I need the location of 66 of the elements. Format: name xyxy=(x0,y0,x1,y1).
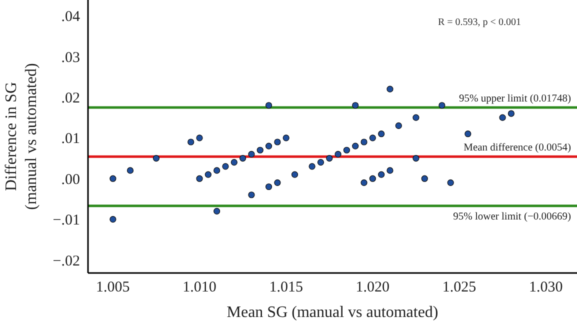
point xyxy=(222,163,229,170)
point xyxy=(447,179,454,186)
x-tick-label: 1.020 xyxy=(356,280,390,296)
point xyxy=(326,154,333,162)
point xyxy=(308,163,316,170)
y-axis-title: Difference in SG (manual vs automated) xyxy=(3,63,40,210)
y-tick-label: .03 xyxy=(61,50,80,66)
x-tick-label: 1.025 xyxy=(442,280,476,296)
point xyxy=(265,102,272,109)
x-tick-label: 1.010 xyxy=(182,280,216,296)
point xyxy=(248,192,255,198)
point xyxy=(360,179,368,186)
point xyxy=(508,110,514,117)
point xyxy=(152,154,160,162)
point xyxy=(317,159,324,166)
point xyxy=(343,146,350,154)
y-tick-label: .00 xyxy=(61,172,80,188)
point xyxy=(412,114,420,121)
y-tick-label: .04 xyxy=(61,9,80,26)
point xyxy=(386,86,394,92)
ref-line-label: 95% lower limit (−0.00669) xyxy=(453,211,572,222)
point xyxy=(110,216,116,223)
point xyxy=(369,175,376,182)
x-tick-label: 1.030 xyxy=(528,280,563,296)
point xyxy=(421,175,428,182)
point xyxy=(265,142,272,150)
point xyxy=(352,102,359,109)
point xyxy=(196,175,203,182)
ref-line-label: Mean difference (0.0054) xyxy=(464,142,572,154)
point xyxy=(499,114,506,121)
point xyxy=(240,154,246,162)
ref-line-label: 95% upper limit (0.01748) xyxy=(459,93,572,104)
point xyxy=(204,171,212,178)
point xyxy=(334,150,342,158)
x-tick-label: 1.005 xyxy=(96,280,130,296)
point xyxy=(395,122,402,130)
point xyxy=(438,102,446,109)
point xyxy=(248,150,255,158)
y-tick-label: .01 xyxy=(61,131,80,148)
y-tick-label: .02 xyxy=(61,90,80,107)
annotation: R = 0.593, p < 0.001 xyxy=(438,17,521,28)
x-axis-title: Mean SG (manual vs automated) xyxy=(226,304,438,321)
x-tick-label: 1.015 xyxy=(269,280,303,296)
point xyxy=(265,183,272,190)
point xyxy=(214,208,220,214)
point xyxy=(412,154,420,162)
point xyxy=(360,138,368,146)
point xyxy=(230,159,238,166)
y-tick-label: −.02 xyxy=(52,253,80,270)
point xyxy=(369,134,376,142)
y-tick-label: −.01 xyxy=(52,212,80,229)
point xyxy=(196,134,203,142)
point xyxy=(110,175,116,182)
point xyxy=(386,167,394,174)
point xyxy=(126,167,134,174)
point xyxy=(378,171,385,178)
point xyxy=(188,138,194,146)
point xyxy=(352,142,359,150)
point xyxy=(464,130,472,138)
point xyxy=(214,167,220,174)
point xyxy=(256,146,264,154)
point xyxy=(282,134,290,142)
point xyxy=(274,138,281,146)
point xyxy=(378,130,385,138)
point xyxy=(291,171,298,178)
point xyxy=(274,179,281,186)
